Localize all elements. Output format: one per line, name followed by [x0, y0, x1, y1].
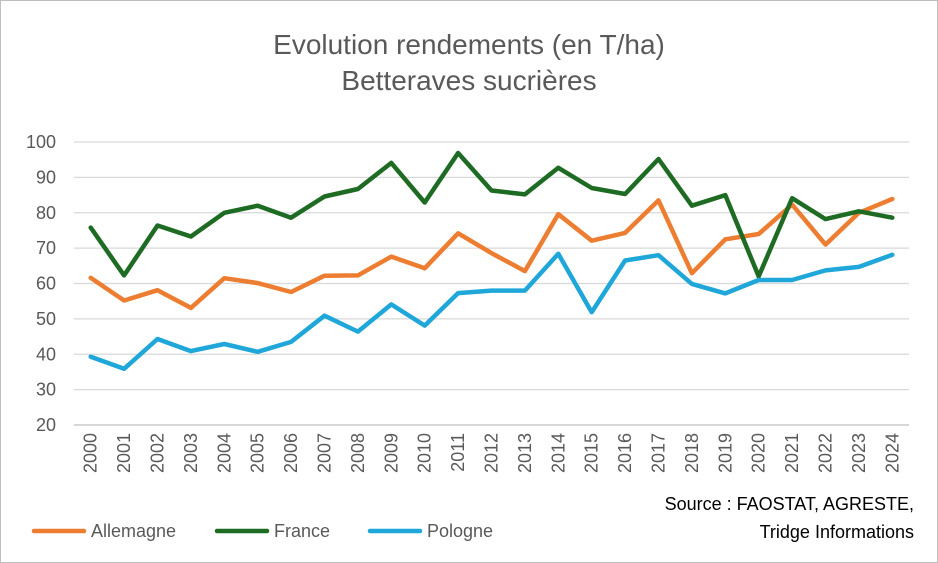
x-tick-label-2020: 2020 — [749, 433, 769, 473]
y-tick-label-70: 70 — [36, 238, 56, 258]
legend-label-france: France — [274, 521, 330, 541]
x-tick-label-2013: 2013 — [515, 433, 535, 473]
x-tick-label-2005: 2005 — [248, 433, 268, 473]
chart-title-line-2: Betteraves sucrières — [341, 65, 597, 96]
x-tick-label-2002: 2002 — [148, 433, 168, 473]
series-lines — [88, 150, 895, 372]
y-tick-label-100: 100 — [26, 132, 56, 152]
x-tick-label-2010: 2010 — [415, 433, 435, 473]
y-tick-label-20: 20 — [36, 415, 56, 435]
x-tick-label-2021: 2021 — [782, 433, 802, 473]
x-tick-label-2016: 2016 — [615, 433, 635, 473]
x-tick-label-2003: 2003 — [181, 433, 201, 473]
series-line-pologne — [88, 251, 895, 372]
legend-label-pologne: Pologne — [427, 521, 493, 541]
x-tick-label-2019: 2019 — [715, 433, 735, 473]
series-line-allemagne — [88, 196, 895, 311]
chart-title-line-1: Evolution rendements (en T/ha) — [273, 29, 665, 60]
source-line-2: Tridge Informations — [759, 522, 914, 542]
y-tick-label-80: 80 — [36, 203, 56, 223]
source-line-1: Source : FAOSTAT, AGRESTE, — [664, 494, 914, 514]
x-tick-label-2004: 2004 — [214, 433, 234, 473]
x-tick-label-2024: 2024 — [882, 433, 902, 473]
y-tick-label-50: 50 — [36, 309, 56, 329]
series-line-france — [88, 150, 895, 279]
legend-label-allemagne: Allemagne — [91, 521, 176, 541]
x-tick-label-2009: 2009 — [381, 433, 401, 473]
x-tick-label-2011: 2011 — [448, 433, 468, 472]
x-tick-label-2022: 2022 — [816, 433, 836, 473]
y-tick-label-40: 40 — [36, 344, 56, 364]
x-tick-label-2007: 2007 — [315, 433, 335, 473]
x-tick-label-2015: 2015 — [582, 433, 602, 473]
x-axis-tick-labels: 2000 2001 2002 2003 2004 2005 2006 2007 2008 2009… — [81, 433, 903, 473]
x-tick-label-2000: 2000 — [81, 433, 101, 473]
gridlines — [74, 141, 909, 426]
y-tick-label-90: 90 — [36, 167, 56, 187]
y-tick-label-60: 60 — [36, 274, 56, 294]
x-tick-label-2014: 2014 — [548, 433, 568, 473]
x-tick-label-2012: 2012 — [482, 433, 502, 473]
chart-title: Evolution rendements (en T/ha) Betterave… — [1, 27, 937, 99]
x-tick-label-2006: 2006 — [281, 433, 301, 473]
x-tick-label-2001: 2001 — [114, 433, 134, 473]
x-tick-label-2023: 2023 — [849, 433, 869, 473]
x-tick-label-2008: 2008 — [348, 433, 368, 473]
source-note: Source : FAOSTAT, AGRESTE, Tridge Inform… — [665, 490, 914, 546]
x-tick-label-2017: 2017 — [649, 433, 669, 473]
y-tick-label-30: 30 — [36, 380, 56, 400]
legend: Allemagne France Pologne — [31, 521, 493, 541]
y-axis-tick-labels: 20 30 40 50 60 70 80 90 100 — [26, 132, 56, 435]
x-tick-label-2018: 2018 — [682, 433, 702, 473]
